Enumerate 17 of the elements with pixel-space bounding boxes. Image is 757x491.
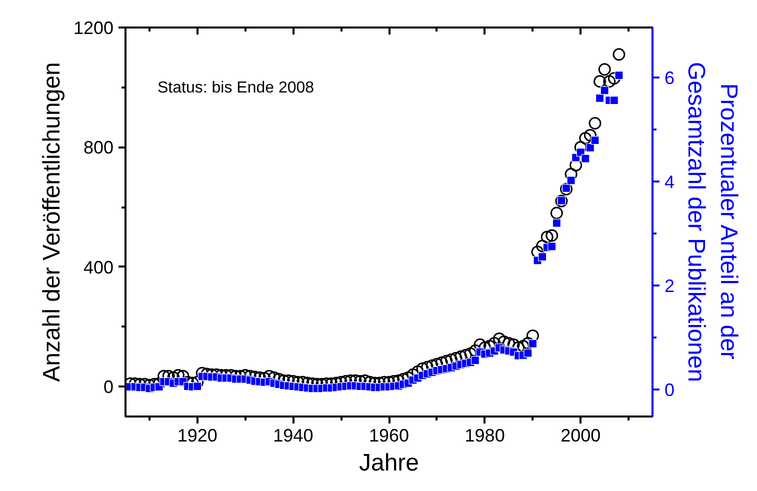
y2-tick-label: 4: [664, 172, 675, 192]
x-tick-label: 1960: [368, 426, 410, 446]
annotation: Status: bis Ende 2008: [158, 80, 314, 96]
y-tick-label: 800: [83, 138, 114, 158]
y-axis-title: Anzahl der Veröffentlichungen: [38, 62, 66, 382]
y-tick-label: 1200: [73, 18, 114, 38]
x-tick-label: 1940: [273, 426, 314, 446]
y-tick-label: 400: [83, 257, 114, 278]
x-tick-label: 1980: [464, 426, 505, 446]
y-tick-label: 0: [103, 377, 114, 398]
x-tick-label: 1920: [177, 426, 218, 446]
y2-tick-label: 6: [664, 68, 675, 88]
y2-axis-title: Prozentualer Anteil an der Gesamtzahl der Publikationen: [682, 62, 742, 382]
x-axis-title: Jahre: [358, 450, 420, 476]
y2-tick-label: 0: [664, 380, 675, 400]
y2-tick-label: 2: [664, 276, 675, 296]
x-tick-label: 2000: [560, 426, 601, 446]
